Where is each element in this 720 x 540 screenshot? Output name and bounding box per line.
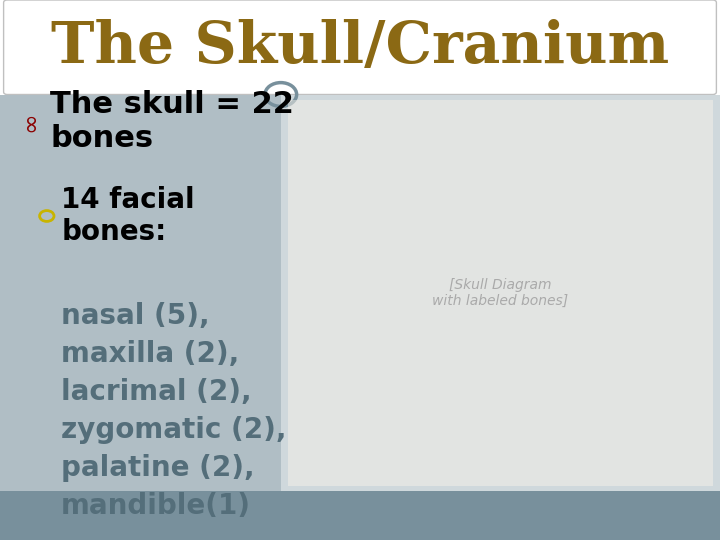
Text: The Skull/Cranium: The Skull/Cranium: [51, 19, 669, 75]
Bar: [0, 94, 281, 491]
Bar: [281, 94, 720, 491]
Text: nasal (5),
maxilla (2),
lacrimal (2),
zygomatic (2),
palatine (2),
mandible(1): nasal (5), maxilla (2), lacrimal (2), zy…: [61, 302, 287, 520]
Text: [Skull Diagram
with labeled bones]: [Skull Diagram with labeled bones]: [432, 278, 569, 308]
Bar: [0, 491, 720, 540]
Text: The skull = 22
bones: The skull = 22 bones: [50, 90, 294, 153]
Bar: [288, 100, 713, 486]
Text: 14 facial
bones:: 14 facial bones:: [61, 186, 195, 246]
Text: ∞: ∞: [18, 111, 42, 132]
FancyBboxPatch shape: [4, 0, 716, 94]
